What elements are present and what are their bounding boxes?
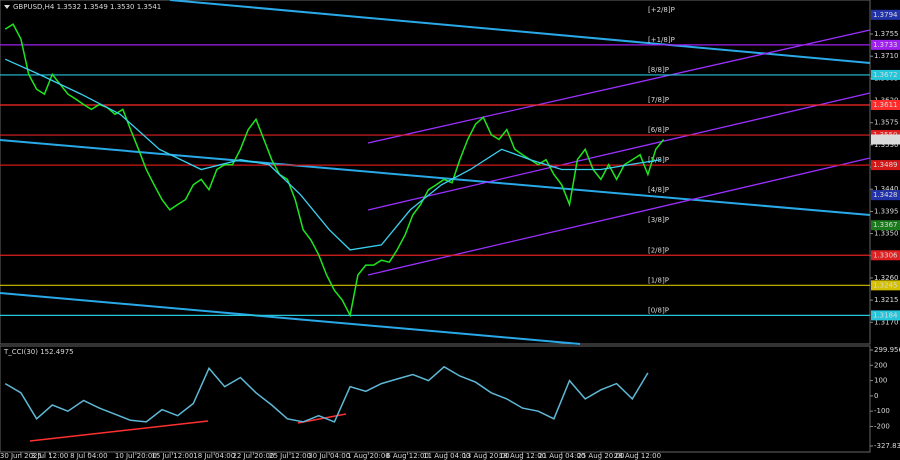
price-box	[871, 250, 900, 261]
price-box	[871, 220, 900, 231]
price-box	[871, 310, 900, 321]
y-tick-label: 1.3395	[874, 207, 899, 215]
y-tick-label: 1.3170	[874, 318, 899, 326]
y-tick-label: 1.3260	[874, 274, 899, 282]
y-tick-label: 1.3575	[874, 119, 899, 127]
price-box-label: 1.3733	[873, 41, 898, 49]
price-box-label: 1.3245	[873, 281, 898, 289]
channel-line	[367, 29, 871, 144]
x-tick-label: 21 Aug 04:00	[538, 452, 585, 460]
level-label: [+1/8]P	[648, 36, 675, 44]
price-box-label: 1.3672	[873, 71, 898, 79]
indicator-title: T_CCI(30) 152.4975	[3, 348, 74, 356]
channel-line	[169, 0, 871, 64]
y-tick-label: 1.3710	[874, 52, 899, 60]
last-price-label: 1.3541	[873, 135, 898, 143]
price-box-label: 1.3306	[873, 251, 898, 259]
main-pane	[0, 0, 871, 345]
level-label: [4/8]P	[648, 186, 669, 194]
price-box	[871, 39, 900, 50]
x-tick-label: 22 Jul 20:00	[232, 452, 274, 460]
level-label: [+2/8]P	[648, 6, 675, 14]
collapse-icon[interactable]	[4, 5, 10, 9]
divergence-line	[29, 420, 209, 442]
y-tick-label: -100	[874, 407, 890, 415]
x-tick-label: 28 Aug 12:00	[614, 452, 661, 460]
level-label: [0/8]P	[648, 306, 669, 314]
channel-line	[0, 139, 871, 216]
price-box-label: 1.3184	[873, 311, 898, 319]
x-tick-label: 8 Jul 04:00	[70, 452, 108, 460]
x-tick-label: 6 Aug 12:00	[386, 452, 429, 460]
x-tick-label: 25 Aug 20:00	[577, 452, 624, 460]
last-price-box	[871, 134, 900, 145]
price-box-label: 1.3428	[873, 191, 898, 199]
level-label: [1/8]P	[648, 276, 669, 284]
series-line	[4, 365, 649, 423]
x-tick-label: 10 Jul 20:00	[115, 452, 157, 460]
y-tick-label: 1.3440	[874, 185, 899, 193]
price-box	[871, 99, 900, 110]
y-tick-label: 299.9569	[874, 346, 900, 354]
price-box-label: 1.3611	[873, 101, 898, 109]
regression-channel	[367, 29, 871, 276]
level-label: [3/8]P	[648, 216, 669, 224]
y-tick-label: 1.3350	[874, 230, 899, 238]
price-box-label: 1.3489	[873, 161, 898, 169]
y-tick-label: 100	[874, 377, 887, 385]
series-line	[4, 23, 665, 318]
price-box	[871, 190, 900, 201]
chart-title: GBPUSD,H4 1.3532 1.3549 1.3530 1.3541	[13, 3, 161, 11]
channel-line	[0, 292, 581, 345]
y-tick-label: 0	[874, 392, 878, 400]
x-tick-label: 3 Jul 12:00	[31, 452, 69, 460]
y-tick-label: 1.3530	[874, 141, 899, 149]
y-tick-label: -327.8329	[874, 442, 900, 450]
x-tick-label: 18 Jul 04:00	[193, 452, 235, 460]
x-tick-label: 30 Jul 04:00	[308, 452, 350, 460]
price-box	[871, 160, 900, 171]
y-tick-label: 1.3755	[874, 30, 899, 38]
series-line	[4, 58, 662, 251]
price-box	[871, 9, 900, 20]
level-label: [6/8]P	[648, 126, 669, 134]
price-box	[871, 280, 900, 291]
y-tick-label: -200	[874, 422, 890, 430]
x-tick-label: 11 Aug 04:00	[423, 452, 470, 460]
level-label: [7/8]P	[648, 96, 669, 104]
y-tick-label: 200	[874, 361, 887, 369]
x-tick-label: 13 Aug 20:00	[462, 452, 509, 460]
divergence-lines	[29, 413, 347, 442]
price-box-label: 1.3794	[873, 11, 898, 19]
level-label: [8/8]P	[648, 66, 669, 74]
trend-lines	[0, 0, 871, 345]
price-box	[871, 69, 900, 80]
x-tick-label: 30 Jun 2025	[0, 452, 42, 460]
x-tick-label: 25 Jul 12:00	[269, 452, 311, 460]
x-tick-label: 1 Aug 20:00	[347, 452, 390, 460]
price-box-label: 1.3367	[873, 221, 898, 229]
x-tick-label: 18 Aug 12:00	[499, 452, 546, 460]
level-label: [2/8]P	[648, 246, 669, 254]
y-tick-label: 1.3215	[874, 296, 899, 304]
channel-line	[367, 92, 871, 211]
x-tick-label: 15 Jul 12:00	[151, 452, 193, 460]
cci-pane	[0, 345, 871, 453]
